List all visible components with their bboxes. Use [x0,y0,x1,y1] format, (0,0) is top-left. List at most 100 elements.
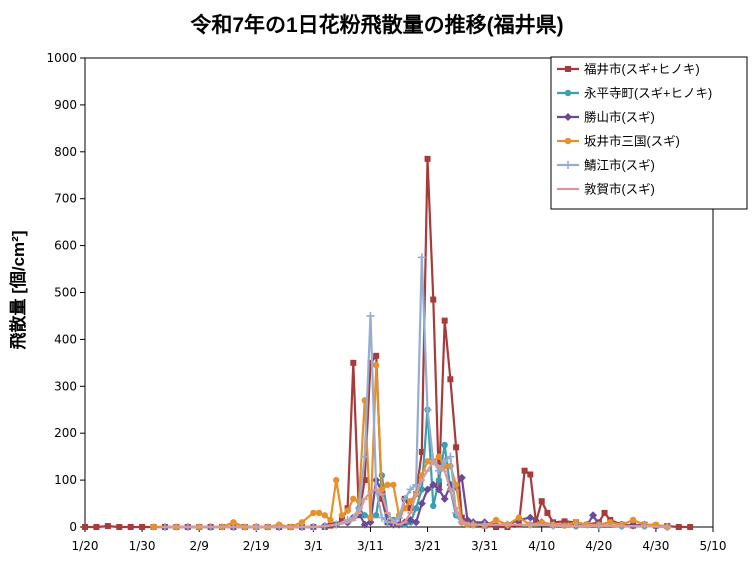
data-point [515,514,523,521]
data-point [418,448,425,455]
data-point [400,494,409,503]
x-tick-label: 3/21 [414,539,441,553]
legend-label: 永平寺町(スギ+ヒノキ) [584,87,712,101]
legend-label: 敦賀市(スギ) [584,182,655,197]
data-point [492,516,500,524]
data-point [333,476,340,484]
data-point [82,524,88,530]
y-tick-label: 200 [54,426,77,440]
data-point [378,495,385,502]
data-point [607,519,614,526]
y-tick-label: 500 [54,286,77,300]
data-point [360,520,369,529]
data-point [338,516,345,523]
data-point [360,452,369,461]
data-point [423,485,432,494]
data-point [406,485,415,494]
data-point [378,486,386,493]
data-point [127,524,134,530]
y-tick-label: 900 [54,98,77,112]
data-point [350,495,357,503]
data-point [350,359,357,366]
x-tick-label: 2/9 [190,539,209,553]
data-point [361,512,368,519]
data-point [361,477,368,484]
data-point [139,524,146,530]
data-point [407,498,414,505]
data-point [315,509,323,517]
data-point [104,523,111,530]
series-6 [161,460,671,529]
data-point [367,514,374,521]
series-group [82,155,694,531]
data-point [418,486,426,493]
data-point [150,523,157,531]
legend-label: 坂井市三国(スギ) [584,134,680,149]
y-tick-label: 100 [54,473,77,487]
data-point [424,458,431,465]
data-point [412,518,421,527]
x-tick-label: 2/19 [243,539,270,553]
legend-item: 永平寺町(スギ+ヒノキ) [557,87,712,101]
data-point [430,502,437,510]
data-point [93,524,100,530]
x-tick-label: 3/11 [357,539,384,553]
data-point [344,507,351,514]
data-point [367,359,374,366]
data-point [423,405,432,414]
data-point [417,253,426,262]
data-point [384,481,391,488]
data-point [434,485,443,494]
data-point [377,513,386,522]
data-point [440,494,449,503]
y-axis-label: 飛散量 [個/cm²] [8,231,28,351]
data-point [429,480,438,489]
data-point [435,453,443,460]
legend-item: 坂井市三国(スギ) [557,134,680,149]
data-point [601,509,608,516]
data-point [412,505,420,512]
y-tick-label: 1000 [46,51,77,65]
legend-box [550,56,748,210]
x-tick-label: 1/20 [72,539,99,553]
data-point [440,457,449,466]
legend-marker [564,137,572,145]
y-tick-label: 300 [54,379,77,393]
y-tick-label: 0 [69,520,77,534]
legend-label: 福井市(スギ+ヒノキ) [584,62,700,77]
y-tick-label: 600 [54,239,77,253]
legend-marker [565,66,571,72]
data-point [321,512,328,519]
data-point [230,519,237,526]
data-point [430,296,437,303]
data-point [446,452,455,461]
x-tick-label: 3/1 [304,539,323,553]
data-point [435,476,443,484]
x-tick-label: 4/20 [585,539,612,553]
x-tick-label: 1/30 [129,539,156,553]
data-point [538,498,545,505]
data-point [527,471,534,478]
legend-item: 敦賀市(スギ) [557,182,655,197]
legend-marker [564,161,572,169]
y-tick-label: 700 [54,192,77,206]
data-point [407,505,414,512]
data-point [373,352,380,359]
data-point [533,519,540,526]
data-point [327,516,334,524]
data-point [589,511,598,520]
data-point [424,155,431,162]
x-tick-label: 5/10 [700,539,727,553]
data-point [538,519,545,526]
data-point [372,361,380,369]
y-tick-label: 800 [54,145,77,159]
y-tick-label: 400 [54,332,77,346]
legend-item: 鯖江市(スギ) [557,158,655,173]
legend-item: 勝山市(スギ) [557,110,655,125]
data-point [338,512,346,519]
axes: 0 100 200 300 400 500 600 700 800 900 1000 1/20 1/30… [46,51,726,553]
x-tick-label: 3/31 [471,539,498,553]
data-point [298,519,306,526]
legend-item: 福井市(スギ+ヒノキ) [557,62,700,77]
